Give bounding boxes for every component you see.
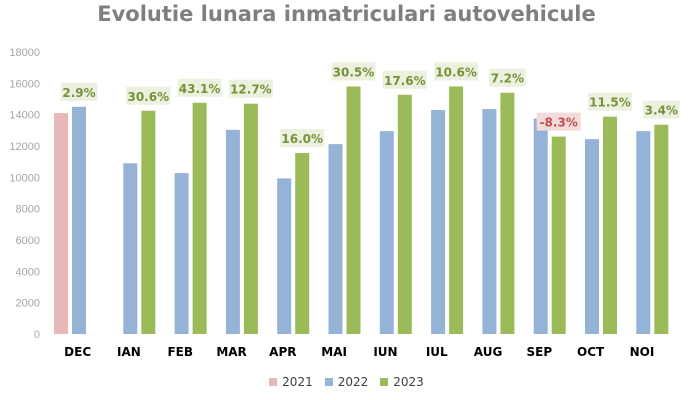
legend-item-2022: 2022 [324, 375, 369, 389]
bar-2022-DEC [72, 106, 86, 334]
change-label-bg [382, 70, 427, 89]
bar-2021-DEC [54, 113, 68, 334]
change-label: 43.1% [179, 82, 221, 96]
bar-2023-NOI [654, 124, 669, 335]
y-tick-label: 12000 [9, 141, 40, 153]
x-tick-label: IUL [426, 345, 448, 359]
y-tick-label: 6000 [16, 235, 40, 247]
change-label-bg [643, 100, 680, 119]
legend-label: 2021 [282, 375, 313, 389]
change-label: 2.9% [62, 86, 95, 100]
y-tick-label: 10000 [9, 172, 40, 184]
bar-2023-SEP [551, 136, 566, 334]
legend-swatch [269, 378, 278, 386]
x-tick-label: OCT [577, 345, 605, 359]
change-label-bg [177, 78, 222, 97]
change-label-bg [588, 92, 632, 111]
bar-2022-MAI [328, 144, 343, 334]
bar-2022-FEB [174, 173, 189, 334]
change-label: 10.6% [435, 65, 477, 79]
change-label: -8.3% [540, 116, 578, 130]
x-tick-label: IUN [373, 345, 397, 359]
x-tick-label: NOI [630, 345, 655, 359]
change-label: 30.5% [333, 65, 375, 79]
change-label-bg [536, 112, 581, 131]
change-label-bg [489, 68, 526, 87]
y-tick-label: 16000 [9, 78, 40, 90]
bar-2023-OCT [603, 116, 617, 334]
x-tick-label: MAR [216, 345, 246, 359]
change-label: 16.0% [281, 132, 323, 146]
y-tick-label: 8000 [16, 204, 40, 216]
y-tick-label: 2000 [16, 298, 40, 310]
x-tick-label: APR [269, 345, 296, 359]
legend: 2021 2022 2023 [0, 375, 693, 389]
y-tick-label: 18000 [9, 47, 40, 59]
bar-2023-MAI [346, 86, 361, 334]
change-label: 12.7% [230, 83, 272, 97]
x-tick-label: IAN [117, 345, 141, 359]
x-tick-label: SEP [527, 345, 553, 359]
legend-item-2021: 2021 [269, 375, 313, 389]
bar-2022-OCT [585, 139, 599, 334]
chart-title: Evolutie lunara inmatriculari autovehicu… [97, 2, 596, 26]
change-label: 11.5% [589, 96, 631, 110]
bar-2022-IUN [379, 131, 394, 334]
change-label-bg [434, 62, 479, 81]
bar-2023-MAR [243, 103, 258, 334]
bar-2022-MAR [225, 129, 240, 334]
legend-label: 2022 [337, 375, 369, 389]
legend-swatch [324, 378, 333, 386]
change-label-bg [280, 129, 325, 148]
bar-2023-APR [295, 153, 310, 334]
change-label-bg [228, 79, 273, 98]
y-tick-label: 4000 [16, 266, 40, 278]
change-label: 30.6% [127, 90, 169, 104]
y-tick-label: 14000 [9, 110, 40, 122]
x-tick-label: FEB [167, 345, 193, 359]
bar-2022-IUL [431, 109, 446, 334]
bar-2023-IUL [449, 86, 464, 334]
bar-2023-FEB [192, 102, 207, 334]
bar-2023-IAN [141, 110, 156, 334]
bar-2022-AUG [482, 109, 497, 334]
change-label-bg [126, 86, 171, 105]
y-tick-label: 0 [34, 329, 40, 341]
bar-2023-AUG [500, 92, 515, 334]
change-label-bg [60, 82, 98, 101]
change-label: 3.4% [645, 104, 678, 118]
change-label: 7.2% [491, 72, 524, 86]
bar-2022-APR [277, 178, 292, 334]
legend-label: 2023 [393, 375, 424, 389]
bar-2022-SEP [533, 118, 548, 334]
legend-swatch [380, 378, 389, 386]
change-label: 17.6% [384, 74, 426, 88]
bar-2022-IAN [123, 163, 138, 334]
x-tick-label: AUG [474, 345, 503, 359]
x-tick-label: MAI [321, 345, 347, 359]
change-label-bg [331, 62, 376, 81]
x-tick-label: DEC [64, 345, 91, 359]
bar-2023-IUN [397, 94, 412, 335]
bar-2022-NOI [636, 131, 651, 334]
legend-item-2023: 2023 [380, 375, 424, 389]
